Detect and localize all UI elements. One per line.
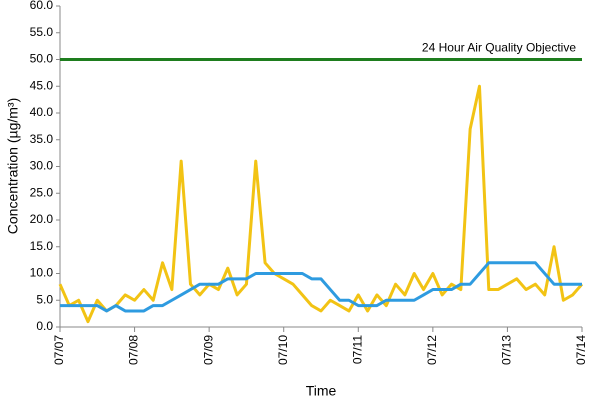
y-tick-label: 30.0 [30, 159, 54, 173]
x-tick-label: 07/09 [201, 335, 215, 365]
y-tick-label: 25.0 [30, 185, 54, 199]
x-tick-label: 07/12 [425, 335, 439, 365]
y-tick-label: 0.0 [36, 319, 53, 333]
x-tick-label: 07/13 [500, 335, 514, 365]
x-tick-label: 07/07 [52, 335, 66, 365]
y-tick-label: 35.0 [30, 132, 54, 146]
x-tick-label: 07/10 [276, 335, 290, 365]
y-tick-label: 20.0 [30, 212, 54, 226]
y-tick-label: 5.0 [36, 292, 53, 306]
y-tick-label: 45.0 [30, 78, 54, 92]
series-line [60, 261, 582, 313]
x-tick-label: 07/11 [350, 335, 364, 364]
y-tick-label: 40.0 [30, 105, 54, 119]
x-tick-label: 07/08 [127, 335, 141, 365]
y-tick-label: 10.0 [30, 266, 54, 280]
series-line [58, 84, 584, 324]
y-tick-label: 55.0 [30, 25, 54, 39]
y-axis-label: Concentration (µg/m³) [5, 98, 21, 234]
x-axis-label: Time [306, 383, 337, 399]
y-tick-label: 15.0 [30, 239, 54, 253]
y-tick-label: 50.0 [30, 52, 54, 66]
x-tick-label: 07/14 [574, 335, 588, 365]
y-tick-label: 60.0 [30, 0, 54, 12]
reference-label: 24 Hour Air Quality Objective [422, 41, 576, 55]
